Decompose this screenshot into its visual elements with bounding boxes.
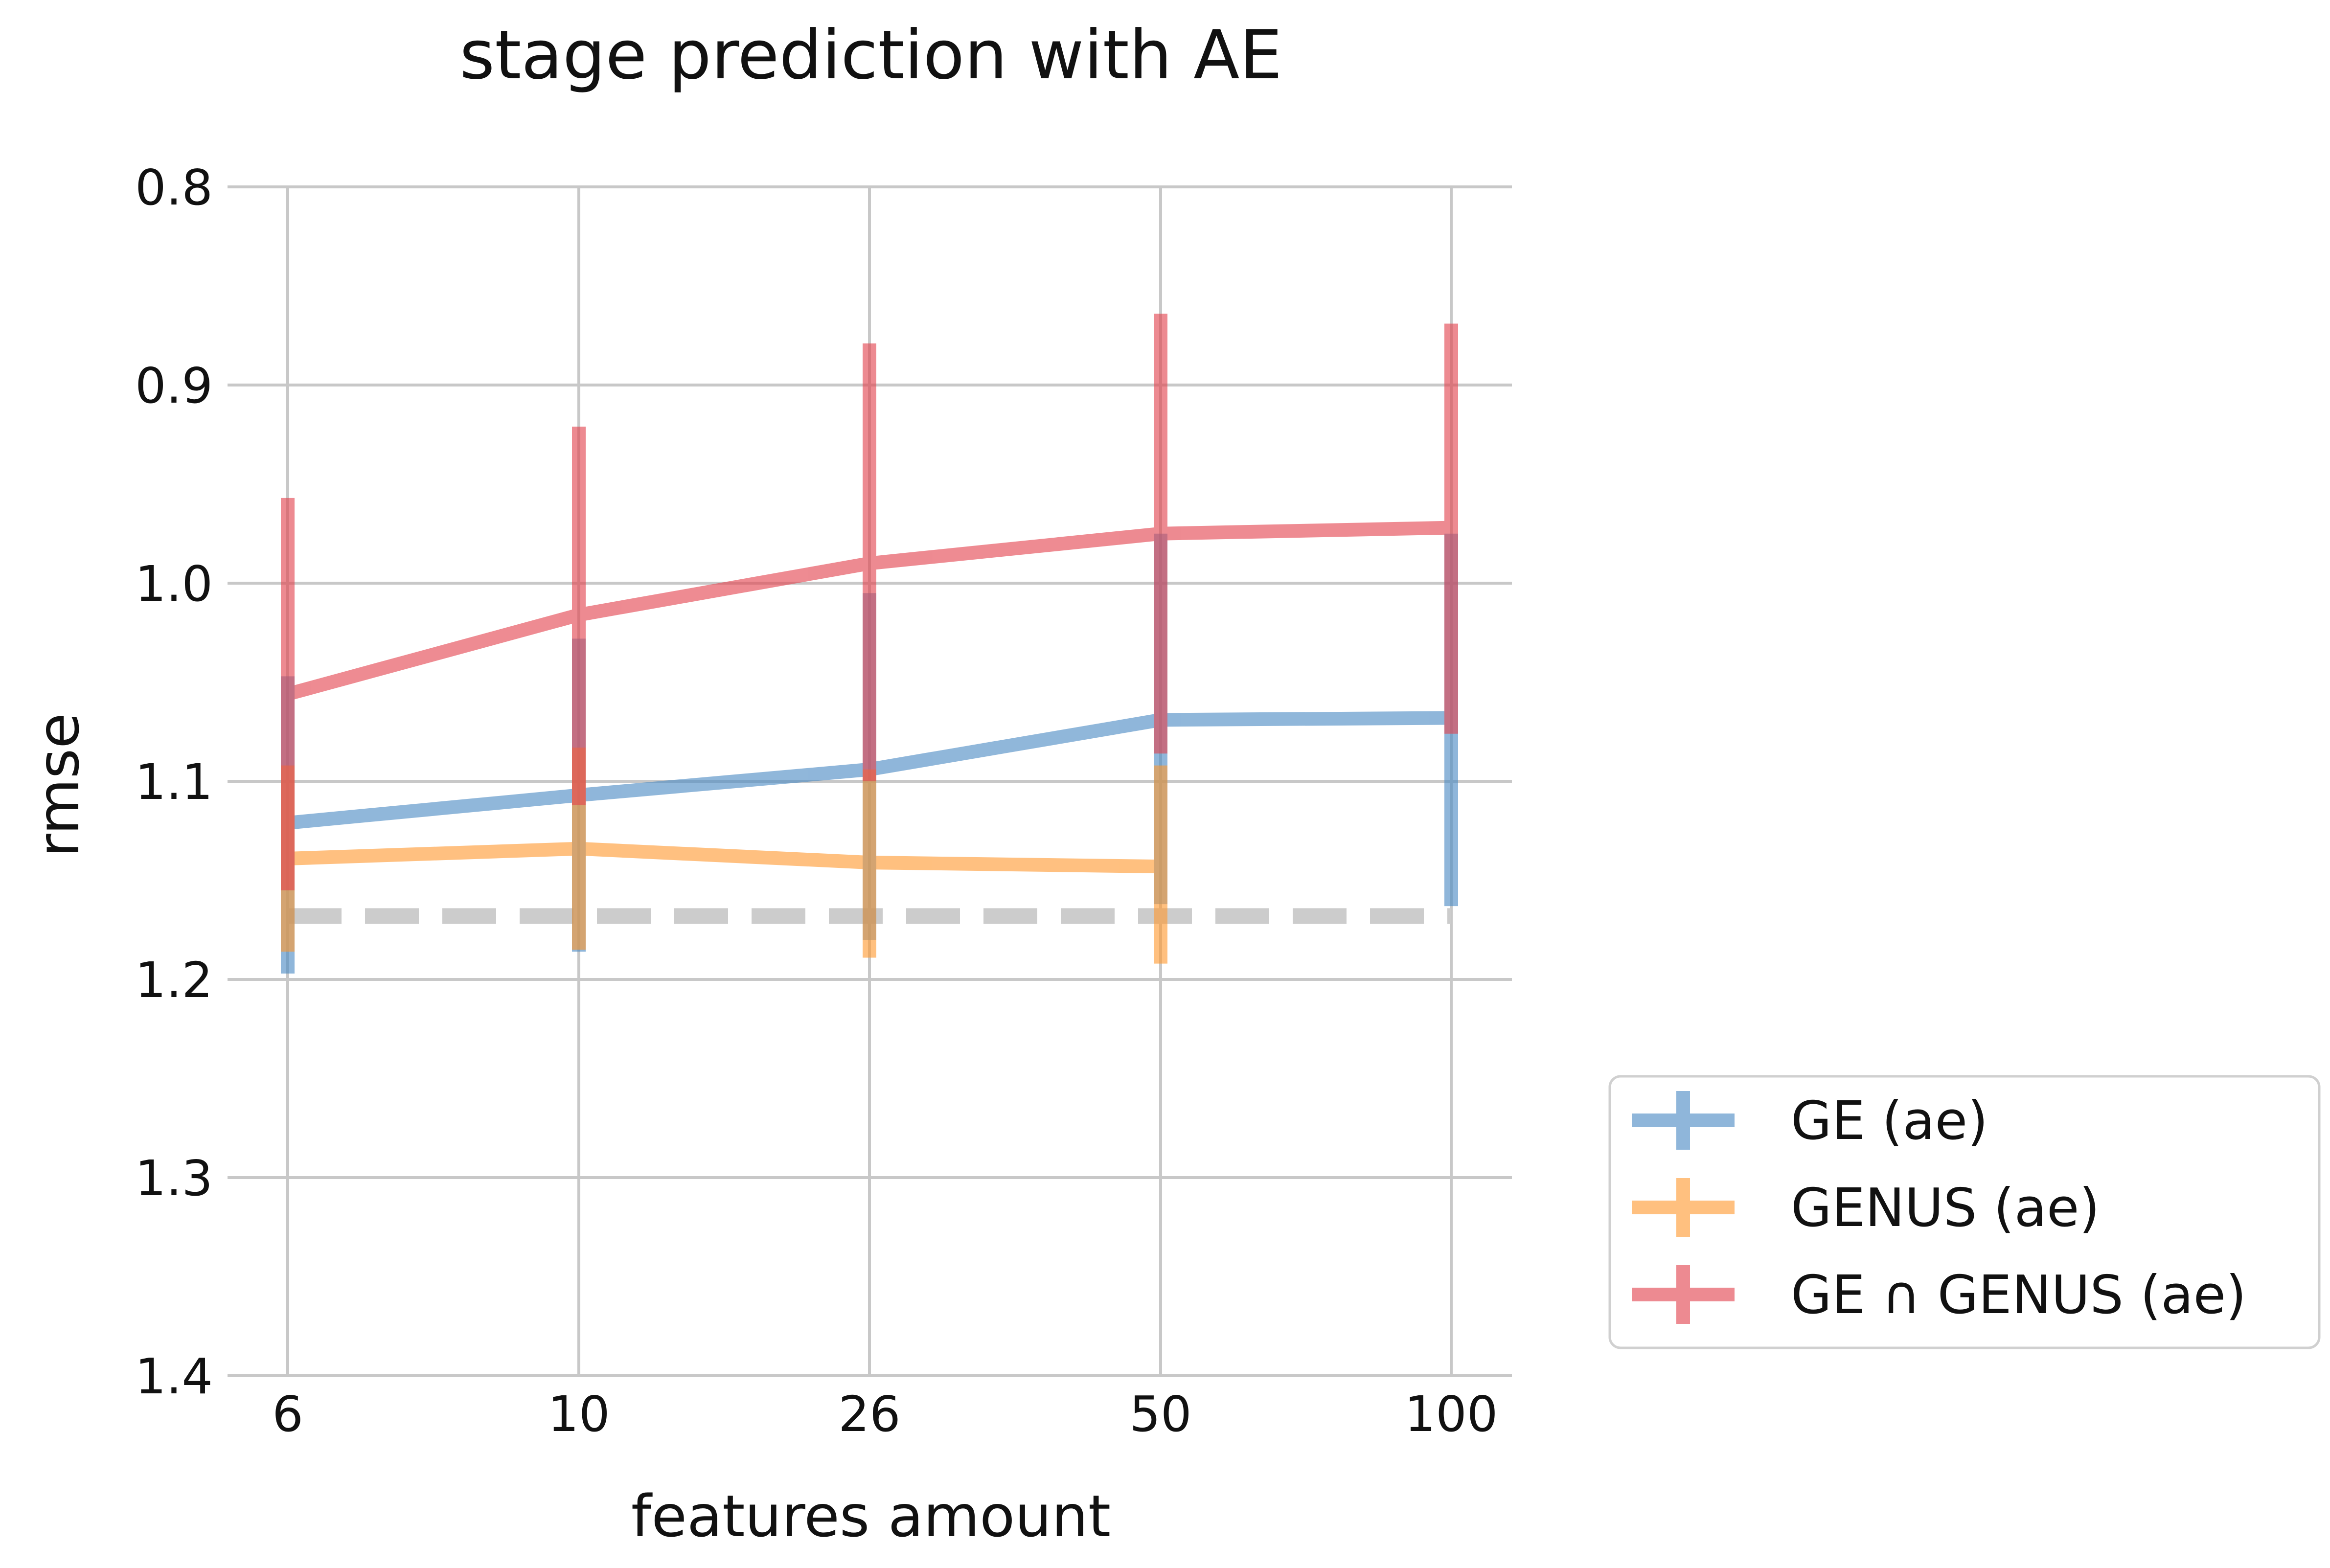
legend: GE (ae) GENUS (ae) GE ∩ GENUS (ae) <box>1608 1075 2321 1349</box>
y-tick-label: 0.9 <box>135 357 213 414</box>
series-2 <box>281 314 1458 890</box>
x-tick-label: 6 <box>272 1386 303 1443</box>
y-tick-label: 1.0 <box>135 555 213 613</box>
legend-entry: GENUS (ae) <box>1632 1178 2100 1239</box>
y-tick-label: 1.4 <box>135 1348 213 1405</box>
x-tick-label: 100 <box>1405 1386 1498 1443</box>
chart-title: stage prediction with AE <box>459 16 1282 94</box>
y-axis-label: rmse <box>24 713 92 857</box>
x-axis-label: features amount <box>631 1482 1111 1550</box>
legend-box <box>1608 1075 2321 1349</box>
series <box>281 314 1458 974</box>
x-tick-labels: 6 10 26 50 100 <box>272 1386 1498 1443</box>
x-tick-label: 50 <box>1129 1386 1191 1443</box>
legend-handle <box>1632 1178 1735 1237</box>
legend-handle <box>1632 1091 1735 1150</box>
y-tick-label: 0.8 <box>135 159 213 216</box>
x-tick-label: 26 <box>838 1386 900 1443</box>
legend-label: GE (ae) <box>1791 1091 1988 1152</box>
y-tick-label: 1.2 <box>135 952 213 1009</box>
legend-label: GE ∩ GENUS (ae) <box>1791 1265 2246 1326</box>
legend-handle <box>1632 1265 1735 1324</box>
series-line <box>286 521 1452 701</box>
series-line <box>287 841 1161 874</box>
y-tick-label: 1.3 <box>135 1150 213 1207</box>
y-tick-label: 1.1 <box>135 753 213 811</box>
legend-label: GENUS (ae) <box>1791 1178 2100 1239</box>
x-tick-label: 10 <box>548 1386 610 1443</box>
legend-entry: GE (ae) <box>1632 1091 1988 1152</box>
legend-entry: GE ∩ GENUS (ae) <box>1632 1265 2246 1326</box>
y-tick-labels: 0.8 0.9 1.0 1.1 1.2 1.3 1.4 <box>135 159 213 1405</box>
